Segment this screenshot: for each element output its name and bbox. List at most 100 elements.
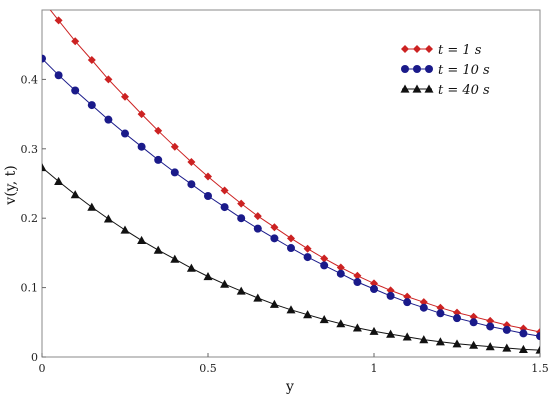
data-point: [502, 325, 511, 334]
x-tick-label: 1: [371, 362, 378, 375]
data-point: [71, 37, 80, 46]
data-point: [352, 323, 362, 332]
data-point: [121, 129, 129, 138]
data-point: [38, 0, 46, 4]
legend-marker: [425, 65, 433, 73]
data-point: [104, 75, 113, 84]
data-point: [269, 299, 279, 308]
data-point: [403, 292, 412, 301]
data-point: [336, 319, 346, 328]
data-point: [336, 263, 345, 272]
data-point: [154, 126, 163, 135]
data-point: [370, 279, 378, 288]
data-point: [187, 157, 196, 166]
data-point: [502, 343, 512, 352]
legend-item: t = 40 s: [400, 83, 490, 98]
data-point: [170, 254, 180, 263]
data-point: [137, 142, 146, 151]
data-point: [386, 286, 395, 295]
data-point: [237, 199, 246, 208]
y-tick-label: 0: [31, 351, 38, 364]
data-point: [170, 168, 179, 177]
y-tick-label: 0.2: [21, 212, 39, 225]
data-point: [536, 332, 540, 341]
y-tick-label: 0.3: [21, 143, 39, 156]
data-point: [204, 191, 212, 200]
data-point: [402, 332, 412, 341]
data-point: [320, 261, 329, 270]
data-point: [203, 271, 213, 281]
data-point: [320, 254, 329, 263]
data-point: [303, 253, 312, 262]
data-point: [419, 335, 429, 344]
data-point: [54, 16, 63, 25]
data-point: [220, 203, 229, 212]
data-point: [519, 329, 528, 338]
data-point: [204, 172, 212, 181]
data-point: [486, 316, 495, 325]
data-point: [220, 279, 230, 288]
legend-marker: [401, 65, 409, 73]
x-axis-label: y: [285, 379, 294, 395]
data-point: [42, 163, 47, 172]
tick-layer: 0 0.5 1 1.5 0 0.1 0.2 0.3 0.4: [21, 73, 549, 375]
data-point: [137, 235, 147, 245]
data-point: [237, 214, 246, 223]
data-point: [403, 298, 412, 307]
data-point: [319, 315, 329, 324]
y-tick-label: 0.1: [21, 282, 39, 295]
data-point: [87, 101, 96, 110]
data-point: [270, 234, 279, 243]
legend-item: t = 1 s: [401, 43, 482, 58]
data-point: [336, 269, 345, 278]
series-1: [38, 0, 540, 337]
data-point: [386, 291, 395, 300]
data-point: [87, 202, 97, 211]
data-point: [485, 342, 495, 351]
series-3: [42, 163, 540, 354]
legend-marker: [400, 84, 410, 93]
legend-marker: [413, 65, 421, 73]
data-point: [103, 214, 113, 223]
data-point: [518, 344, 528, 353]
data-point: [453, 314, 461, 323]
data-point: [236, 286, 246, 295]
legend-marker: [412, 84, 422, 93]
series-layer: [38, 0, 540, 354]
legend-marker: [424, 84, 434, 93]
data-point: [153, 245, 163, 254]
data-point: [419, 303, 428, 312]
data-point: [253, 224, 262, 233]
data-point: [154, 155, 163, 164]
data-point: [436, 303, 445, 312]
x-tick-label: 0.5: [199, 362, 217, 375]
data-point: [287, 244, 295, 253]
series-2: [42, 54, 540, 341]
data-point: [187, 180, 196, 189]
data-point: [87, 55, 96, 64]
data-point: [186, 263, 196, 272]
data-point: [469, 318, 478, 327]
legend: t = 1 s t = 10 s t = 40 s: [400, 43, 490, 98]
data-point: [452, 339, 462, 348]
data-point: [287, 234, 295, 243]
data-point: [54, 176, 64, 186]
data-point: [353, 278, 362, 287]
legend-label: t = 10 s: [438, 63, 490, 78]
data-point: [303, 244, 312, 253]
data-point: [369, 326, 379, 335]
data-point: [286, 305, 296, 314]
data-point: [486, 322, 495, 331]
data-point: [386, 329, 396, 338]
data-point: [270, 223, 279, 232]
data-point: [220, 186, 229, 195]
legend-label: t = 40 s: [438, 83, 490, 98]
data-point: [71, 86, 80, 95]
data-point: [70, 190, 80, 199]
data-point: [419, 298, 428, 307]
y-tick-label: 0.4: [21, 73, 39, 86]
data-point: [253, 293, 263, 302]
data-point: [253, 212, 262, 221]
data-point: [170, 142, 179, 151]
